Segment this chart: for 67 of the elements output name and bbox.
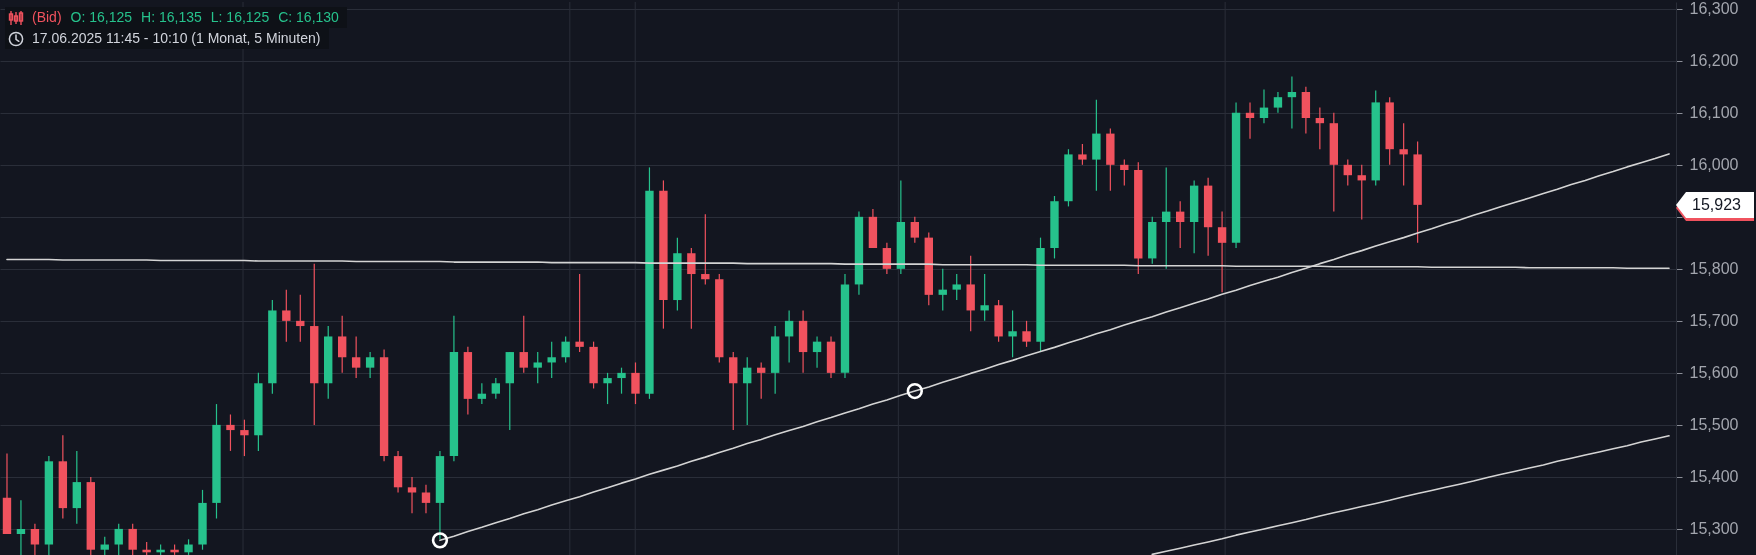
candlestick bbox=[1399, 122, 1408, 187]
candlestick bbox=[1120, 159, 1129, 187]
candlestick bbox=[575, 273, 584, 353]
line-series bbox=[1151, 435, 1670, 555]
text: (Bid) bbox=[32, 8, 62, 27]
annotation: O: 16,125 bbox=[70, 8, 133, 27]
candlestick bbox=[128, 523, 137, 555]
candlestick bbox=[1022, 320, 1031, 348]
candlestick bbox=[282, 289, 291, 343]
candlestick bbox=[910, 216, 920, 244]
candlestick bbox=[30, 523, 40, 555]
candlestick bbox=[1259, 88, 1269, 124]
y-tick-label: 15,700 bbox=[1689, 312, 1739, 330]
candlestick bbox=[477, 382, 487, 405]
annotation: C: 16,130 bbox=[278, 8, 339, 27]
text: 15,923 bbox=[1692, 194, 1741, 215]
candlestick bbox=[337, 315, 347, 374]
candlestick bbox=[226, 413, 235, 452]
candlestick bbox=[1162, 166, 1171, 270]
candlestick bbox=[631, 361, 640, 405]
candlestick bbox=[16, 499, 26, 555]
candlestick bbox=[1357, 164, 1366, 221]
candlestick bbox=[100, 536, 109, 555]
annotation: H: 16,135 bbox=[141, 8, 202, 27]
candlestick bbox=[756, 361, 766, 400]
candlestick bbox=[296, 294, 305, 343]
candlestick bbox=[421, 484, 431, 514]
annotation: L: 16,125 bbox=[210, 8, 270, 27]
y-tick-label: 16,300 bbox=[1689, 0, 1739, 18]
candlestick bbox=[1008, 309, 1017, 358]
candlestick bbox=[701, 213, 710, 286]
candlestick bbox=[1343, 159, 1352, 187]
candlestick bbox=[1287, 75, 1297, 129]
y-tick-label: 15,600 bbox=[1689, 364, 1739, 382]
candlestick bbox=[561, 335, 570, 364]
candlestick bbox=[1245, 101, 1255, 140]
y-tick-label: 15,800 bbox=[1689, 260, 1739, 278]
y-tick-label: 15,300 bbox=[1689, 520, 1739, 538]
candlestick bbox=[1273, 91, 1283, 114]
candlestick bbox=[1078, 143, 1087, 166]
y-tick-label: 16,200 bbox=[1689, 52, 1739, 70]
text: 17.06.2025 11:45 - 10:10 (1 Monat, 5 Minuten) bbox=[32, 29, 321, 48]
candlestick bbox=[687, 247, 696, 330]
y-tick-label: 15,500 bbox=[1689, 416, 1739, 434]
candlestick bbox=[365, 351, 375, 379]
candlestick bbox=[240, 419, 249, 457]
candlestick bbox=[519, 315, 528, 374]
candlestick bbox=[812, 335, 822, 369]
y-tick-label: 15,400 bbox=[1689, 468, 1739, 486]
candlestick bbox=[952, 273, 961, 301]
candlestick bbox=[784, 309, 794, 364]
y-tick-label: 16,100 bbox=[1689, 104, 1739, 122]
candlestick bbox=[407, 476, 417, 514]
candlestick bbox=[1217, 211, 1227, 293]
candlestick bbox=[617, 367, 626, 395]
candlestick bbox=[980, 273, 989, 322]
candlestick bbox=[1175, 200, 1185, 249]
candlestick bbox=[1315, 106, 1325, 150]
y-tick-label: 16,000 bbox=[1689, 156, 1739, 174]
candlestick bbox=[533, 351, 542, 384]
candlestick bbox=[547, 341, 556, 379]
candlestick bbox=[491, 377, 501, 400]
candlestick bbox=[351, 335, 361, 379]
candlestick bbox=[938, 268, 947, 312]
candlestick bbox=[603, 372, 612, 405]
candlestick bbox=[114, 523, 123, 555]
candlestick bbox=[743, 356, 752, 426]
